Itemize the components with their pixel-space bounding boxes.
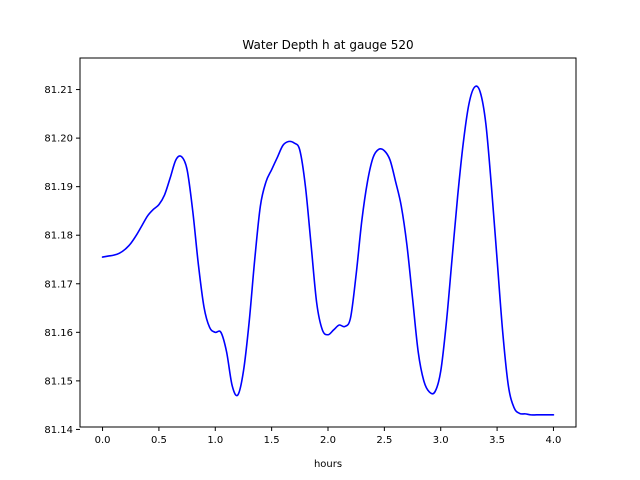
x-tick-label: 4.0 — [546, 435, 562, 446]
y-tick-label: 81.15 — [44, 376, 73, 387]
y-tick-label: 81.20 — [44, 134, 73, 145]
x-tick-label: 1.0 — [207, 435, 223, 446]
y-tick-label: 81.17 — [44, 279, 73, 290]
y-axis-ticks: 81.14 81.15 81.16 81.17 81.18 81.19 81.20 81.21 — [44, 85, 80, 436]
y-tick-label: 81.14 — [44, 425, 73, 436]
x-tick-label: 0.0 — [95, 435, 111, 446]
x-tick-label: 2.0 — [320, 435, 336, 446]
x-tick-label: 3.0 — [433, 435, 449, 446]
x-tick-label: 2.5 — [376, 435, 392, 446]
plot-frame — [79, 57, 577, 428]
x-tick-label: 3.5 — [489, 435, 505, 446]
x-axis-ticks: 0.0 0.5 1.0 1.5 2.0 2.5 3.0 3.5 4.0 — [95, 427, 562, 446]
y-tick-label: 81.21 — [44, 85, 73, 96]
series-layer — [101, 85, 555, 416]
x-tick-label: 0.5 — [151, 435, 167, 446]
series-line — [101, 85, 555, 416]
x-tick-label: 1.5 — [264, 435, 280, 446]
y-tick-label: 81.19 — [44, 182, 73, 193]
y-tick-label: 81.16 — [44, 328, 73, 339]
chart-title: Water Depth h at gauge 520 — [242, 38, 413, 52]
x-axis-label: hours — [314, 459, 342, 470]
y-tick-label: 81.18 — [44, 231, 73, 242]
